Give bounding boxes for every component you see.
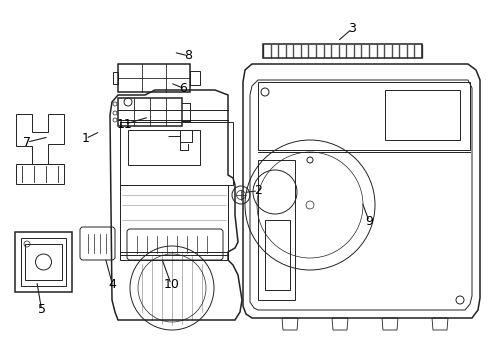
Text: 1: 1 <box>81 132 89 145</box>
Text: 10: 10 <box>163 278 179 291</box>
Text: 11: 11 <box>117 118 132 131</box>
Text: 9: 9 <box>365 215 372 228</box>
Text: 5: 5 <box>38 303 45 316</box>
Text: 7: 7 <box>23 136 31 149</box>
Text: 6: 6 <box>179 82 187 95</box>
Text: 8: 8 <box>184 49 192 62</box>
Text: 3: 3 <box>347 22 355 35</box>
Text: 4: 4 <box>108 278 116 291</box>
Text: 2: 2 <box>254 184 262 197</box>
